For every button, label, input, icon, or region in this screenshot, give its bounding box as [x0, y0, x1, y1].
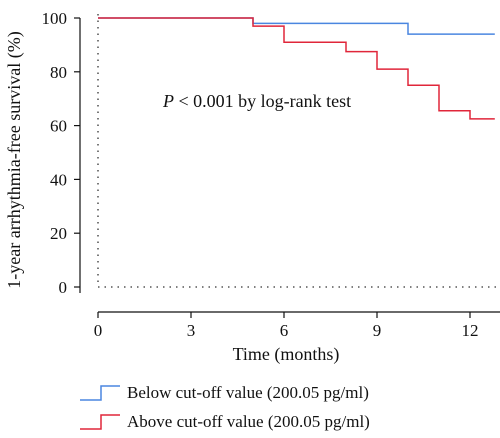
y-axis-title: 1-year arrhythmia-free survival (%) — [4, 31, 25, 288]
p-value-text: < 0.001 by log-rank test — [174, 91, 351, 111]
axes — [79, 18, 500, 313]
reference-lines — [97, 14, 500, 288]
survival-curve-above-cutoff — [98, 17, 495, 120]
legend-label: Above cut-off value (200.05 pg/ml) — [127, 412, 370, 431]
series-lines — [98, 17, 495, 120]
y-tick-label: 40 — [50, 170, 67, 189]
x-tick-label: 3 — [187, 321, 196, 340]
x-tick-label: 9 — [373, 321, 382, 340]
y-tick-label: 80 — [50, 63, 67, 82]
legend-swatch — [80, 385, 120, 401]
y-tick-label: 60 — [50, 117, 67, 136]
x-axis-title: Time (months) — [233, 344, 340, 365]
p-symbol: P — [162, 91, 174, 111]
y-ticks: 0 20 40 60 80 100 — [42, 9, 80, 297]
p-value-annotation: P < 0.001 by log-rank test — [162, 91, 351, 111]
x-tick-label: 6 — [280, 321, 289, 340]
y-tick-label: 0 — [59, 278, 68, 297]
survival-curve-below-cutoff — [98, 17, 495, 35]
x-tick-label: 0 — [94, 321, 103, 340]
y-tick-label: 100 — [42, 9, 68, 28]
y-tick-label: 20 — [50, 224, 67, 243]
legend: Below cut-off value (200.05 pg/ml) Above … — [80, 383, 370, 431]
x-tick-label: 12 — [462, 321, 479, 340]
legend-swatch — [80, 414, 120, 430]
legend-label: Below cut-off value (200.05 pg/ml) — [127, 383, 369, 402]
x-ticks: 0 3 6 9 12 — [94, 312, 479, 340]
